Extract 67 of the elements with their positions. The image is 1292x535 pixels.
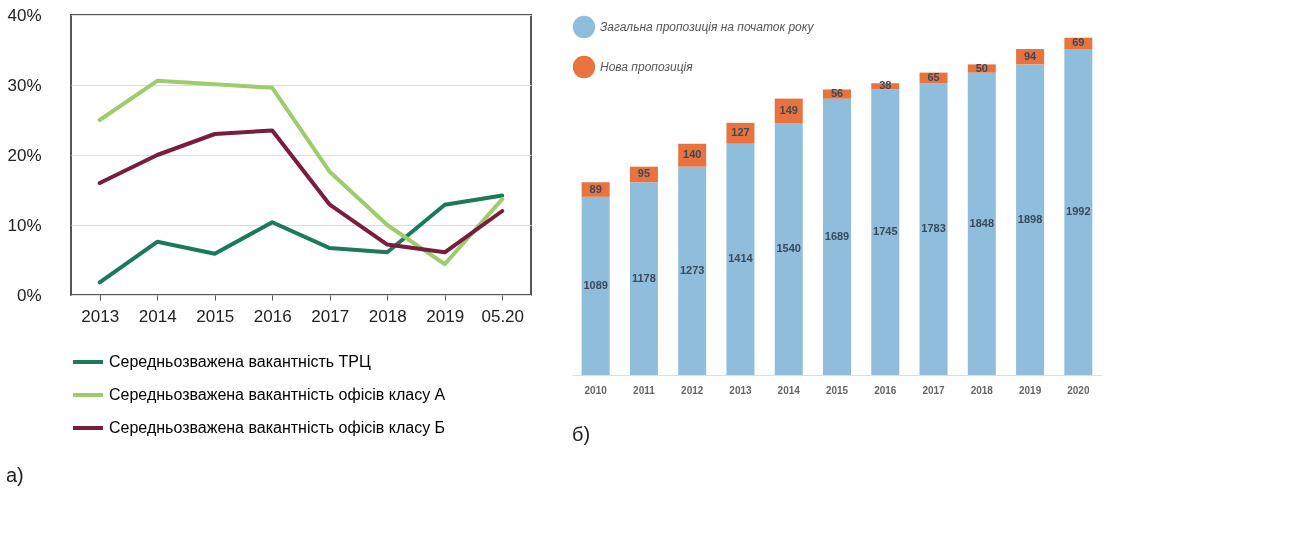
data-label: 1745: [873, 225, 898, 238]
x-tick-label: 2018: [368, 306, 407, 326]
data-label: 140: [683, 148, 702, 161]
x-tick-label: 2013: [81, 306, 120, 326]
x-tick-label: 2015: [825, 384, 849, 396]
legend-label: Середньозважена вакантність офісів класу А: [109, 386, 446, 403]
x-tick-label: 2020: [1067, 384, 1090, 396]
data-label: 56: [830, 87, 844, 100]
bar: [1064, 49, 1093, 375]
bar: [919, 83, 948, 375]
bar: [774, 123, 803, 375]
x-tick-label: 2014: [777, 384, 801, 396]
legend-label: Нова пропозиція: [600, 60, 694, 74]
data-label: 1178: [631, 271, 656, 284]
x-tick-label: 2018: [970, 384, 994, 396]
bar: [871, 89, 900, 375]
x-tick-label: 2016: [874, 384, 897, 396]
line-series: [97, 193, 505, 285]
data-label: 65: [927, 70, 940, 83]
bar: [967, 72, 996, 375]
data-label: 89: [589, 182, 602, 195]
data-label: 1898: [1017, 212, 1043, 225]
legend-label: Загальна пропозиція на початок року: [600, 20, 815, 34]
x-tick-label: 05.20: [481, 306, 525, 326]
bar: [823, 98, 851, 375]
data-label: 1992: [1066, 205, 1091, 218]
text: а): [5, 464, 24, 486]
bar: [726, 143, 755, 375]
bar: [1016, 64, 1045, 375]
y-tick-label: 10%: [7, 215, 42, 235]
y-tick-label: 30%: [7, 75, 42, 95]
y-tick-label: 20%: [7, 145, 42, 165]
data-label: 1783: [921, 222, 946, 235]
line-series: [97, 78, 505, 267]
x-tick-label: 2011: [633, 384, 656, 396]
y-tick-label: 40%: [7, 5, 42, 25]
data-label: 69: [1072, 36, 1085, 49]
line-series: [97, 128, 505, 255]
data-label: 1414: [728, 252, 754, 265]
x-tick-label: 2019: [426, 306, 465, 326]
x-tick-label: 2010: [584, 384, 608, 396]
bar: [629, 182, 658, 375]
legend-label: Середньозважена вакантність офісів класу Б: [109, 419, 446, 436]
x-tick-label: 2019: [1018, 384, 1042, 396]
bar: [678, 166, 707, 375]
data-label: 1273: [679, 263, 705, 276]
data-label: 95: [637, 167, 651, 180]
x-tick-label: 2017: [922, 384, 946, 396]
bar: [581, 196, 610, 375]
data-label: 1848: [969, 216, 995, 229]
data-label: 149: [779, 103, 798, 116]
data-label: 1689: [824, 229, 850, 242]
x-tick-label: 2013: [729, 384, 753, 396]
legend-label: Середньозважена вакантність ТРЦ: [109, 353, 372, 370]
y-tick-label: 0%: [16, 285, 42, 305]
data-label: 1089: [583, 278, 608, 291]
data-label: 38: [879, 79, 892, 92]
x-tick-label: 2015: [196, 306, 235, 326]
x-tick-label: 2012: [681, 384, 704, 396]
data-label: 127: [731, 126, 750, 139]
data-label: 50: [975, 61, 988, 74]
text: б): [572, 423, 591, 445]
data-label: 94: [1023, 49, 1038, 62]
x-tick-label: 2017: [311, 306, 350, 326]
x-tick-label: 2016: [253, 306, 292, 326]
x-tick-label: 2014: [138, 306, 177, 326]
data-label: 1540: [776, 242, 801, 254]
